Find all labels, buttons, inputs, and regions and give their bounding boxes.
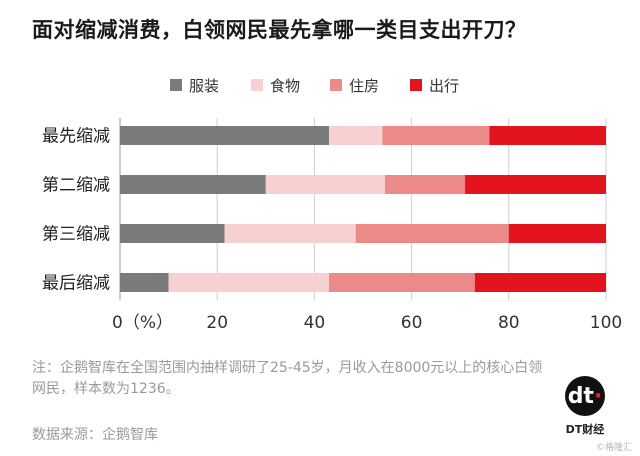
legend: 服装 食物 住房 出行 [170,77,459,95]
bar-1-1 [265,175,385,194]
bar-1-2 [384,175,466,194]
x-tick-label-4: 80 [498,313,520,333]
data-source: 数据来源：企鹅智库 [32,427,158,443]
legend-label-1: 食物 [270,77,300,95]
x-tick-label-3: 60 [401,313,423,333]
legend-label-2: 住房 [349,77,379,95]
category-label-3: 最后缩减 [42,274,110,294]
chart-title: 面对缩减消费，白领网民最先拿哪一类目支出开刀？ [32,18,527,42]
bar-2-1 [224,224,356,243]
bar-3-1 [168,273,329,292]
legend-swatch-3 [410,79,422,91]
bar-1-0 [120,175,266,194]
bar-3-0 [120,273,169,292]
category-label-1: 第二缩减 [42,176,110,196]
legend-swatch-2 [330,79,342,91]
bar-0-3 [489,126,606,145]
bar-3-3 [474,273,606,292]
bar-0-1 [328,126,383,145]
x-tick-label-1: 20 [206,313,228,333]
bar-2-2 [355,224,509,243]
bar-0-0 [120,126,329,145]
legend-swatch-1 [251,79,263,91]
bar-2-3 [508,224,606,243]
legend-label-3: 出行 [429,77,459,95]
category-label-2: 第三缩减 [42,225,110,245]
bar-1-3 [465,175,606,194]
bar-0-2 [382,126,490,145]
bar-2-0 [120,224,225,243]
x-tick-labels: 0（%） 20 40 60 80 100 [112,313,622,333]
logo-mark: dt [567,383,594,409]
legend-swatch-0 [170,79,182,91]
gridlines [119,118,607,300]
x-tick-label-0: 0（%） [112,313,173,333]
watermark: ©格隆汇 [595,443,632,453]
legend-label-0: 服装 [189,77,219,95]
x-tick-label-5: 100 [590,313,622,333]
category-label-0: 最先缩减 [42,127,110,147]
bar-3-2 [328,273,475,292]
logo-label: DT财经 [565,423,605,436]
footnote: 注：企鹅智库在全国范围内抽样调研了25-45岁，月收入在8000元以上的核心白领… [32,360,543,397]
x-tick-label-2: 40 [304,313,326,333]
dt-logo-icon: dt · [565,376,605,416]
bars [120,126,606,292]
